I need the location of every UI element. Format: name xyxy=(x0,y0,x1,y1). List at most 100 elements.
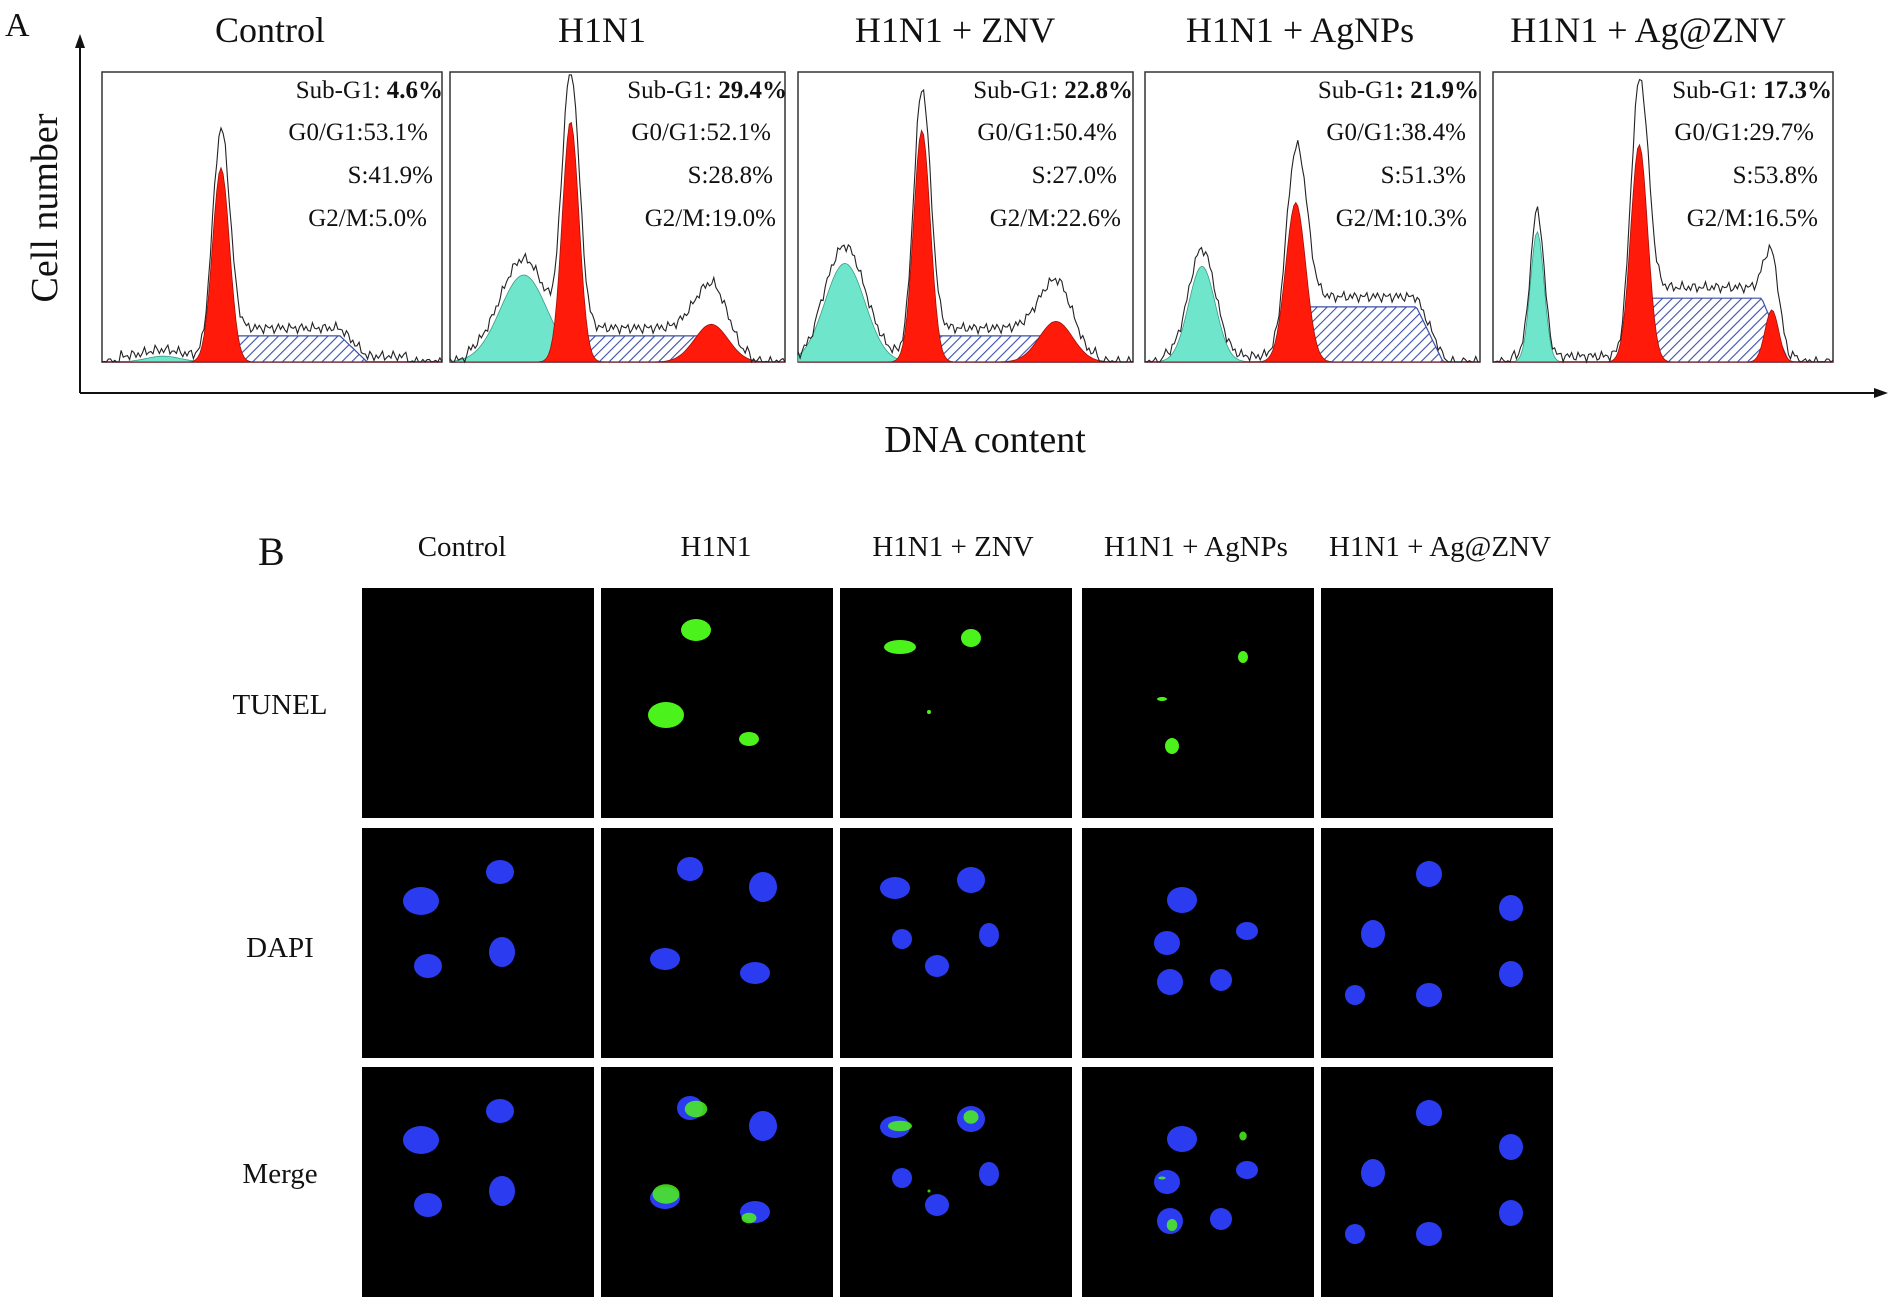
micrograph-tunel-h1n1-znv xyxy=(840,588,1072,818)
g2m-peak xyxy=(450,323,785,363)
dapi-nucleus xyxy=(1154,931,1180,955)
g0g1-stat: G0/G1:53.1% xyxy=(288,119,428,146)
micrograph-background xyxy=(601,1067,833,1297)
histogram-h1n1-znv xyxy=(797,71,1134,363)
g2m-stat: G2/M:16.5% xyxy=(1687,205,1818,232)
dapi-nucleus xyxy=(414,954,442,978)
micrograph-merge-control xyxy=(362,1067,594,1297)
stats-h1n1-znv: Sub-G1: 22.8% G0/G1:50.4% S:27.0% G2/M:2… xyxy=(973,77,1133,232)
micrograph-background xyxy=(362,828,594,1058)
micrograph-background xyxy=(1321,1067,1553,1297)
dapi-nucleus xyxy=(740,962,770,984)
sub-g1-stat: Sub-G1: 17.3% xyxy=(1672,77,1832,104)
dapi-nucleus xyxy=(1499,1134,1523,1160)
tunel-signal xyxy=(884,640,916,654)
dapi-nucleus xyxy=(979,923,999,947)
group-title-control: Control xyxy=(215,10,325,50)
dapi-nucleus xyxy=(979,1162,999,1186)
dapi-nucleus xyxy=(1236,922,1258,940)
column-label-h1n1-znv: H1N1 + ZNV xyxy=(872,531,1033,563)
micrograph-dapi-h1n1-agnps xyxy=(1082,828,1314,1058)
dapi-nucleus xyxy=(1361,1159,1385,1187)
histogram-frame xyxy=(101,71,443,363)
tunel-signal xyxy=(1166,1219,1178,1231)
micrograph-dapi-h1n1-ag-znv xyxy=(1321,828,1553,1058)
dapi-nucleus xyxy=(1345,1224,1365,1244)
y-axis-label: Cell number xyxy=(24,113,66,302)
sub-g1-stat: Sub-G1: 4.6% xyxy=(296,77,443,104)
row-label-dapi: DAPI xyxy=(246,932,314,964)
stats-h1n1-agnps: Sub-G1: 21.9% G0/G1:38.4% S:51.3% G2/M:1… xyxy=(1318,77,1479,232)
histogram-h1n1-agnps xyxy=(1144,71,1481,363)
group-title-h1n1: H1N1 xyxy=(558,10,646,50)
dapi-nucleus xyxy=(1416,983,1442,1007)
dapi-nucleus xyxy=(1499,1200,1523,1226)
dapi-nucleus xyxy=(1157,969,1183,995)
tunel-signal xyxy=(1238,651,1248,663)
micrograph-dapi-h1n1-znv xyxy=(840,828,1072,1058)
row-label-merge: Merge xyxy=(242,1158,317,1190)
dapi-nucleus xyxy=(489,937,515,967)
micrograph-merge-h1n1-agnps xyxy=(1082,1067,1314,1297)
g2m-stat: G2/M:19.0% xyxy=(645,205,776,232)
dapi-nucleus xyxy=(925,1194,949,1216)
column-label-h1n1: H1N1 xyxy=(681,531,752,563)
panel-b: B Control H1N1 H1N1 + ZNV H1N1 + AgNPs H… xyxy=(232,529,1553,1297)
stats-h1n1-ag-znv: Sub-G1: 17.3% G0/G1:29.7% S:53.8% G2/M:1… xyxy=(1672,77,1832,232)
dapi-nucleus xyxy=(1167,1126,1197,1152)
stats-h1n1: Sub-G1: 29.4% G0/G1:52.1% S:28.8% G2/M:1… xyxy=(627,77,787,232)
dapi-nucleus xyxy=(1154,1170,1180,1194)
micrograph-background xyxy=(1082,1067,1314,1297)
tunel-signal xyxy=(1158,1176,1166,1180)
dapi-nucleus xyxy=(1361,920,1385,948)
s-stat: S:28.8% xyxy=(688,162,773,189)
micrograph-dapi-control xyxy=(362,828,594,1058)
g0g1-stat: G0/G1:52.1% xyxy=(631,119,771,146)
x-axis-label: DNA content xyxy=(884,419,1086,461)
dapi-nucleus xyxy=(892,1168,912,1188)
histogram-frame xyxy=(1492,71,1834,363)
dapi-nucleus xyxy=(677,857,703,881)
dapi-nucleus xyxy=(1210,969,1232,991)
column-label-h1n1-agnps: H1N1 + AgNPs xyxy=(1104,531,1288,563)
dapi-nucleus xyxy=(1499,895,1523,921)
micrograph-background xyxy=(601,828,833,1058)
dapi-nucleus xyxy=(892,929,912,949)
micrograph-tunel-h1n1-agnps xyxy=(1082,588,1314,818)
group-title-h1n1-ag-znv: H1N1 + Ag@ZNV xyxy=(1510,10,1785,50)
micrograph-tunel-h1n1 xyxy=(601,588,833,818)
micrograph-background xyxy=(362,1067,594,1297)
micrograph-tunel-control xyxy=(362,588,594,818)
s-stat: S:51.3% xyxy=(1381,162,1466,189)
histogram-trace xyxy=(1144,140,1480,363)
g2m-stat: G2/M:10.3% xyxy=(1336,205,1467,232)
panel-b-letter: B xyxy=(258,529,285,574)
g2m-stat: G2/M:5.0% xyxy=(308,205,427,232)
dapi-nucleus xyxy=(1499,961,1523,987)
s-stat: S:27.0% xyxy=(1032,162,1117,189)
histogram-trace xyxy=(1493,78,1834,364)
dapi-nucleus xyxy=(403,887,439,915)
histogram-trace xyxy=(797,88,1134,363)
histogram-control xyxy=(101,71,443,363)
micrograph-background xyxy=(1321,588,1553,818)
s-stat: S:53.8% xyxy=(1733,162,1818,189)
dapi-nucleus xyxy=(1416,861,1442,887)
dapi-nucleus xyxy=(957,867,985,893)
dapi-nucleus xyxy=(925,955,949,977)
micrograph-tunel-h1n1-ag-znv xyxy=(1321,588,1553,818)
g2m-peak xyxy=(1493,309,1833,363)
dapi-nucleus xyxy=(486,860,514,884)
micrograph-background xyxy=(840,828,1072,1058)
g0g1-stat: G0/G1:50.4% xyxy=(977,119,1117,146)
micrograph-background xyxy=(840,588,1072,818)
y-axis-arrow-icon xyxy=(75,34,85,48)
tunel-signal xyxy=(652,1184,680,1204)
micrograph-merge-h1n1-ag-znv xyxy=(1321,1067,1553,1297)
histogram-trace xyxy=(101,126,443,363)
tunel-signal xyxy=(741,1212,757,1224)
panel-a-letter: A xyxy=(5,7,30,44)
tunel-signal xyxy=(684,1100,708,1118)
dapi-nucleus xyxy=(489,1176,515,1206)
